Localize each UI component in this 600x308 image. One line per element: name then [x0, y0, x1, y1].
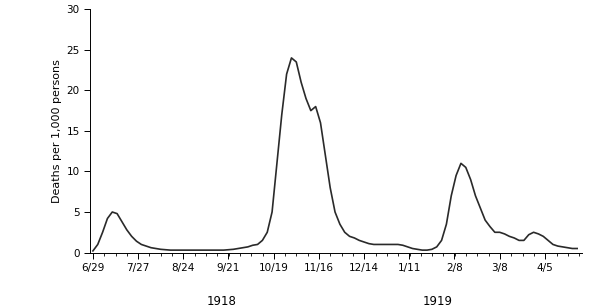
Text: 1919: 1919 [423, 295, 453, 308]
Text: 1918: 1918 [207, 295, 237, 308]
Y-axis label: Deaths per 1,000 persons: Deaths per 1,000 persons [52, 59, 62, 203]
